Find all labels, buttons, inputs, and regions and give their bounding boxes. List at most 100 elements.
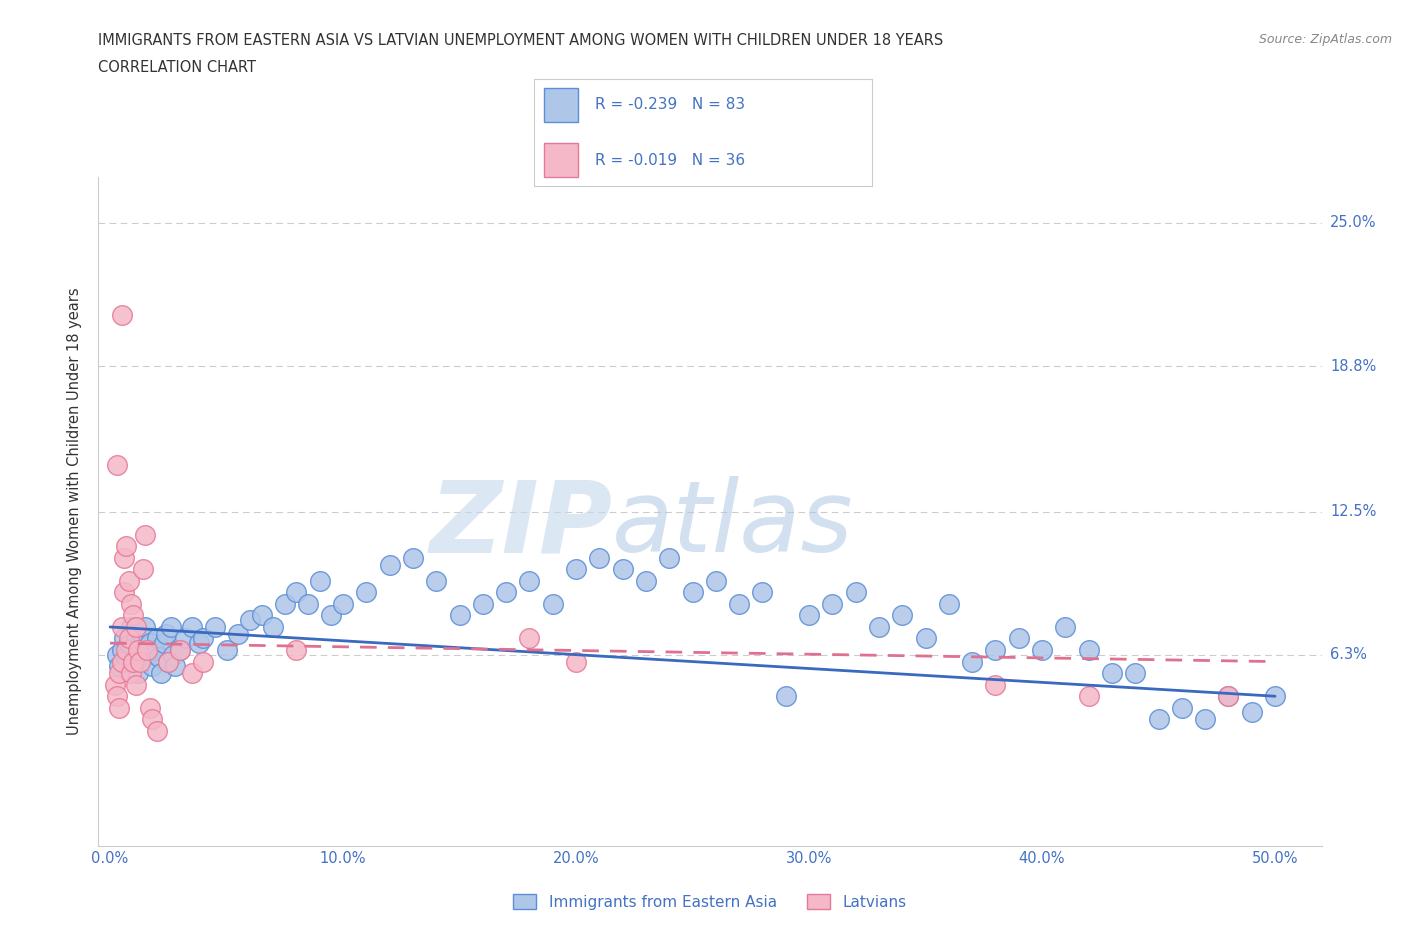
- Point: [1240, 705, 1263, 720]
- Point: [285, 643, 308, 658]
- Point: [111, 308, 134, 323]
- Point: [1054, 619, 1077, 634]
- Point: [108, 666, 131, 681]
- Point: [285, 585, 308, 600]
- Point: [105, 689, 128, 704]
- Point: [751, 585, 773, 600]
- Y-axis label: Unemployment Among Women with Children Under 18 years: Unemployment Among Women with Children U…: [67, 287, 83, 736]
- Point: [173, 631, 195, 646]
- Legend: Immigrants from Eastern Asia, Latvians: Immigrants from Eastern Asia, Latvians: [508, 887, 912, 916]
- Point: [565, 654, 588, 669]
- Point: [104, 677, 127, 692]
- Point: [157, 654, 180, 669]
- Point: [134, 619, 156, 634]
- Point: [204, 619, 226, 634]
- Point: [180, 619, 202, 634]
- Point: [122, 654, 145, 669]
- Point: [134, 527, 156, 542]
- Text: IMMIGRANTS FROM EASTERN ASIA VS LATVIAN UNEMPLOYMENT AMONG WOMEN WITH CHILDREN U: IMMIGRANTS FROM EASTERN ASIA VS LATVIAN …: [98, 33, 943, 47]
- Point: [565, 562, 588, 577]
- Point: [495, 585, 517, 600]
- Point: [105, 647, 128, 662]
- Point: [159, 619, 181, 634]
- Point: [141, 711, 163, 726]
- Point: [449, 608, 471, 623]
- Point: [193, 631, 215, 646]
- Point: [250, 608, 273, 623]
- Point: [118, 636, 141, 651]
- Point: [145, 724, 167, 738]
- Text: 18.8%: 18.8%: [1330, 359, 1376, 374]
- Point: [152, 636, 174, 651]
- Point: [914, 631, 936, 646]
- Point: [378, 557, 401, 572]
- Point: [162, 647, 184, 662]
- Point: [118, 631, 141, 646]
- Text: CORRELATION CHART: CORRELATION CHART: [98, 60, 256, 75]
- Point: [728, 596, 751, 611]
- Point: [541, 596, 564, 611]
- Point: [112, 585, 135, 600]
- Point: [115, 649, 138, 664]
- Point: [658, 551, 681, 565]
- Point: [180, 666, 202, 681]
- Point: [519, 573, 541, 588]
- Point: [938, 596, 960, 611]
- Point: [125, 677, 148, 692]
- Point: [1031, 643, 1053, 658]
- Point: [775, 689, 797, 704]
- Point: [262, 619, 284, 634]
- Point: [193, 654, 215, 669]
- Point: [129, 636, 152, 651]
- Point: [125, 619, 148, 634]
- Point: [1194, 711, 1216, 726]
- Text: 6.3%: 6.3%: [1330, 647, 1367, 662]
- Point: [122, 654, 145, 669]
- Point: [111, 619, 134, 634]
- Point: [1077, 643, 1099, 658]
- Point: [1077, 689, 1099, 704]
- FancyBboxPatch shape: [544, 87, 578, 122]
- Point: [120, 666, 142, 681]
- Point: [634, 573, 657, 588]
- Text: R = -0.239   N = 83: R = -0.239 N = 83: [595, 98, 745, 113]
- Point: [112, 631, 135, 646]
- Point: [127, 666, 149, 681]
- Point: [125, 627, 148, 642]
- Point: [1218, 689, 1240, 704]
- Point: [1008, 631, 1031, 646]
- Point: [165, 658, 187, 673]
- Point: [111, 643, 134, 658]
- Point: [984, 643, 1007, 658]
- Point: [297, 596, 319, 611]
- Point: [704, 573, 727, 588]
- Point: [127, 643, 149, 658]
- Point: [141, 658, 163, 673]
- Point: [891, 608, 914, 623]
- Point: [157, 654, 180, 669]
- Text: 25.0%: 25.0%: [1330, 216, 1376, 231]
- Point: [402, 551, 425, 565]
- Point: [111, 654, 134, 669]
- Point: [1264, 689, 1286, 704]
- Point: [150, 666, 173, 681]
- Point: [108, 700, 131, 715]
- Point: [148, 649, 170, 664]
- Point: [612, 562, 634, 577]
- Point: [1147, 711, 1170, 726]
- Point: [169, 643, 191, 658]
- Point: [112, 551, 135, 565]
- Point: [239, 613, 262, 628]
- Point: [960, 654, 983, 669]
- Point: [118, 573, 141, 588]
- Text: atlas: atlas: [612, 476, 853, 574]
- Point: [115, 643, 138, 658]
- Point: [797, 608, 820, 623]
- Point: [519, 631, 541, 646]
- Point: [187, 636, 209, 651]
- Point: [138, 636, 160, 651]
- Point: [588, 551, 610, 565]
- Point: [845, 585, 868, 600]
- Point: [215, 643, 238, 658]
- Point: [1123, 666, 1146, 681]
